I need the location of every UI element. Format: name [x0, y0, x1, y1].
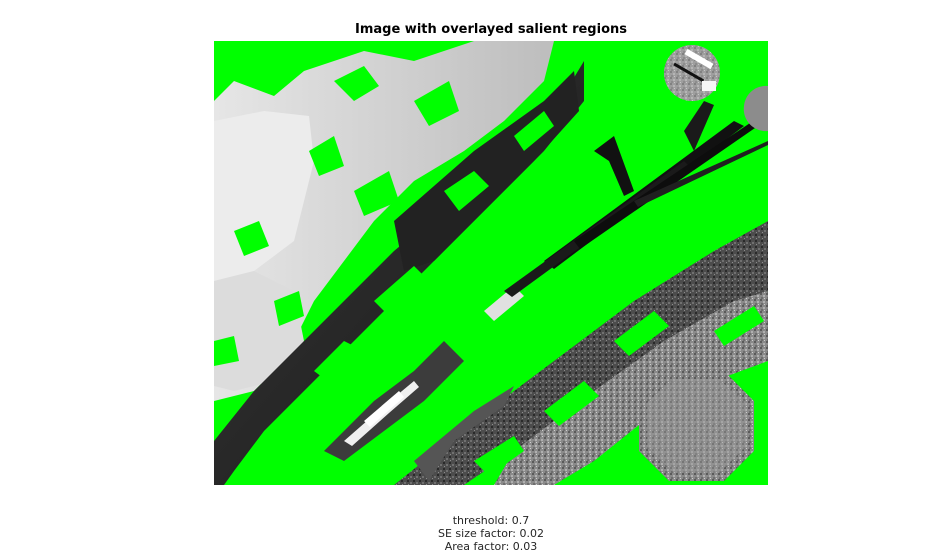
threshold-label: threshold: 0.7 [452, 514, 530, 527]
area-factor-label: Area factor: 0.03 [444, 540, 538, 553]
figure-title: Image with overlayed salient regions [355, 22, 627, 37]
overlay-image [214, 41, 768, 485]
se-size-label: SE size factor: 0.02 [438, 527, 544, 540]
parameter-caption: threshold: 0.7 SE size factor: 0.02 Area… [0, 514, 949, 553]
salient-regions-image [214, 41, 768, 485]
